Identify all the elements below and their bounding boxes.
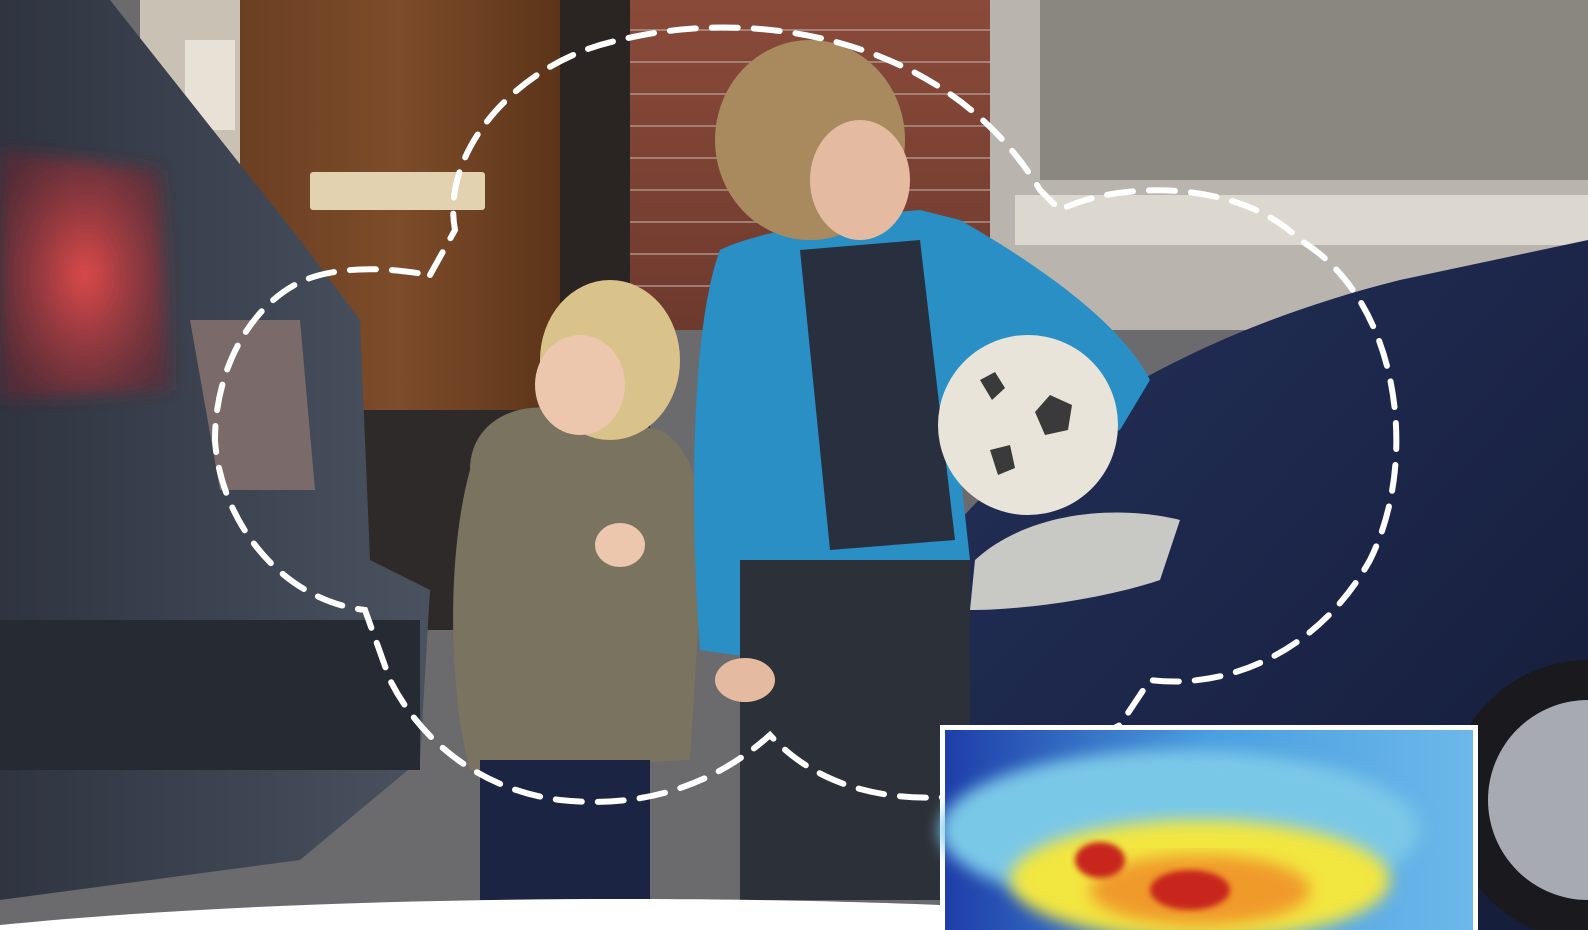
left-car-taillight-blur xyxy=(0,150,170,400)
map-hotspot xyxy=(1150,870,1230,910)
photo xyxy=(0,0,1588,930)
map-hotspot xyxy=(1075,842,1125,878)
page xyxy=(0,0,1588,930)
left-car-bumper xyxy=(0,620,420,770)
small-child-jacket xyxy=(453,408,704,771)
small-child-hand xyxy=(595,523,645,567)
big-child-pants xyxy=(740,560,970,900)
small-child-face xyxy=(535,335,625,435)
window xyxy=(1040,0,1588,180)
pollution-map xyxy=(940,725,1478,930)
football xyxy=(938,335,1118,515)
big-child-face xyxy=(810,120,910,240)
held-hands xyxy=(715,658,775,702)
small-child-pants xyxy=(480,760,650,900)
window-sill xyxy=(1015,195,1588,245)
